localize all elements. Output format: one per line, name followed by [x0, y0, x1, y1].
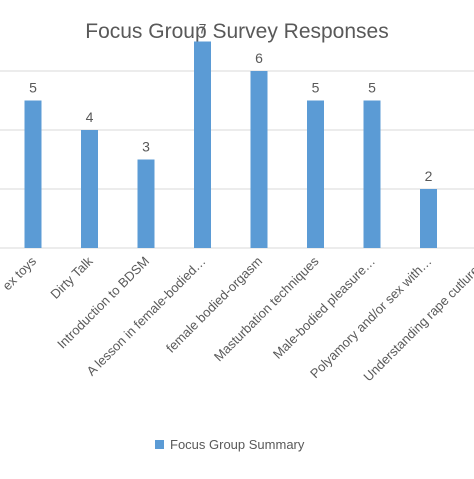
x-tick-label: ex toys — [0, 253, 39, 293]
data-label: 7 — [199, 21, 207, 37]
bar — [363, 100, 381, 248]
bar — [24, 100, 42, 248]
bar — [250, 71, 268, 248]
data-labels: 5 4 3 7 6 5 5 2 — [29, 21, 433, 185]
x-tick-label: Dirty Talk — [47, 253, 96, 302]
data-label: 5 — [29, 80, 37, 96]
data-label: 6 — [255, 50, 263, 66]
data-label: 5 — [312, 80, 320, 96]
bar — [307, 100, 324, 248]
data-label: 4 — [86, 109, 94, 125]
x-tick-label: Introduction to BDSM — [54, 254, 152, 352]
x-tick-label: female bodied-orgasm — [163, 254, 265, 356]
data-label: 3 — [142, 139, 150, 155]
bar — [420, 189, 437, 248]
data-label: 5 — [368, 80, 376, 96]
legend-label: Focus Group Summary — [170, 437, 305, 452]
bar — [81, 130, 98, 248]
data-label: 2 — [425, 168, 433, 184]
x-tick-label: A lesson in female-bodied… — [84, 254, 209, 379]
bar — [194, 41, 211, 248]
legend-swatch — [155, 440, 164, 449]
bar — [137, 159, 155, 248]
legend: Focus Group Summary — [155, 437, 305, 452]
chart-title: Focus Group Survey Responses — [85, 20, 388, 43]
x-tick-label: Male-bodied pleasure… — [270, 254, 378, 362]
x-tick-label: Masturbation techniques — [211, 253, 322, 364]
bars — [24, 41, 437, 248]
gridlines — [0, 70, 474, 249]
